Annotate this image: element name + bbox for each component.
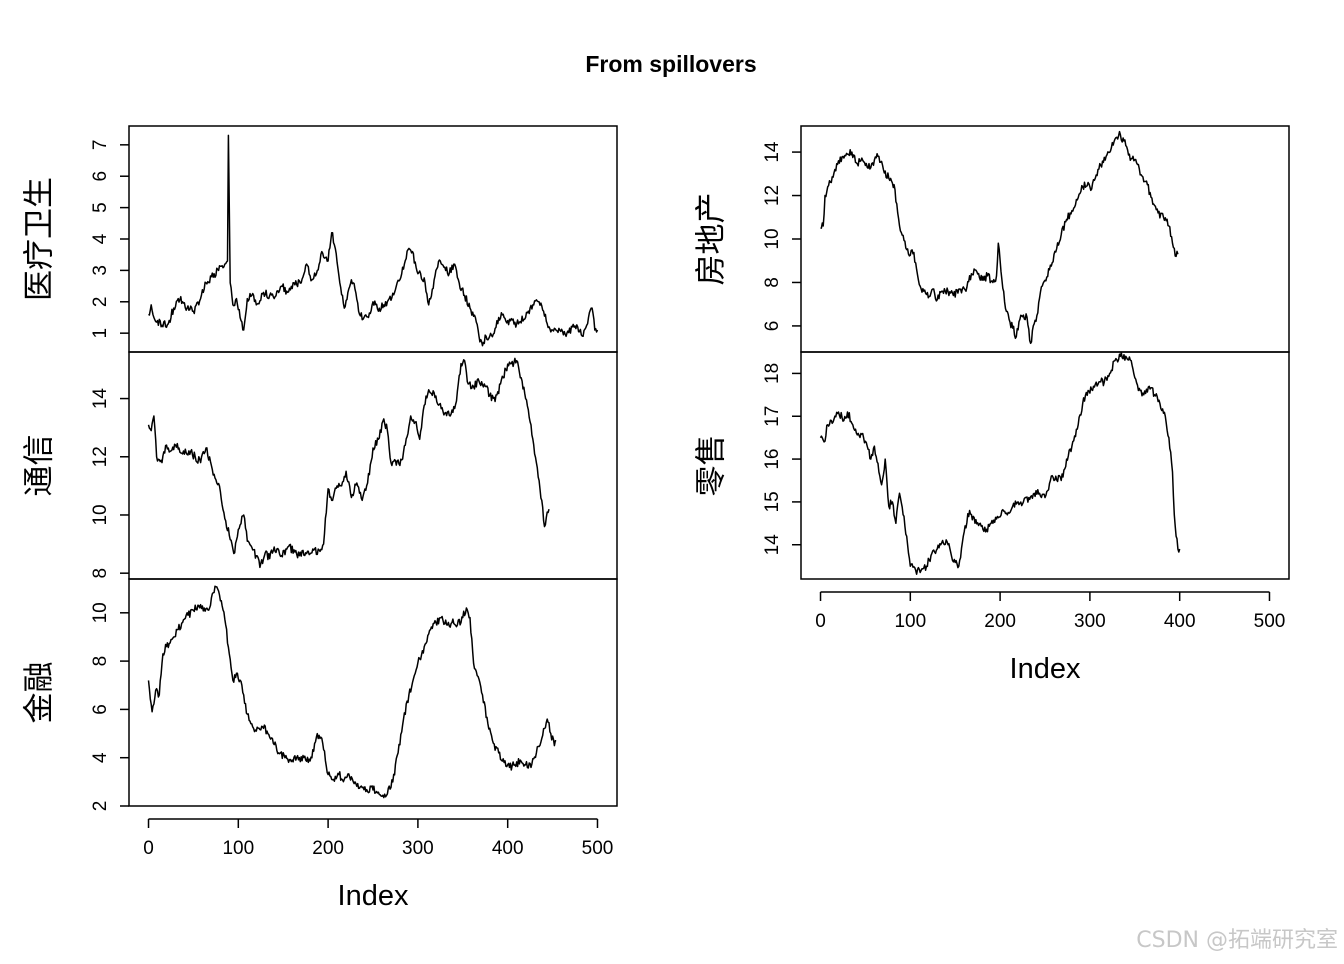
x-tick-label-5-1: 0 [815,611,826,632]
y-tick-label-5-2: 15 [762,491,783,512]
panel-frame-2 [128,351,618,580]
series-line-1 [148,134,599,347]
x-tick-label-5-6: 500 [1254,611,1286,632]
x-tick-label-3-1: 0 [143,838,154,859]
y-tick-label-4-5: 14 [762,141,783,163]
x-tick-label-3-4: 300 [402,838,434,859]
series-line-4 [820,130,1179,345]
y-tick-label-2-3: 12 [90,446,111,467]
main-title: From spillovers [585,51,756,77]
series-line-3 [147,585,557,799]
panel-label-3: 金融 [22,662,58,724]
y-tick-label-3-5: 10 [90,602,111,623]
x-tick-label-5-3: 200 [984,611,1016,632]
y-tick-label-4-1: 6 [762,321,783,332]
panel-label-5: 零售 [694,435,730,497]
series-line-5 [819,351,1181,575]
y-tick-label-4-2: 8 [762,277,783,288]
y-tick-label-5-4: 17 [762,406,783,427]
x-tick-label-3-5: 400 [492,838,524,859]
y-tick-label-1-6: 6 [90,171,111,182]
y-tick-label-1-1: 1 [90,328,111,339]
x-tick-label-5-4: 300 [1074,611,1106,632]
x-axis-label-3: Index [338,880,409,912]
y-tick-label-4-3: 10 [762,228,783,249]
y-tick-label-1-4: 4 [90,233,111,244]
watermark: CSDN @拓端研究室 [1136,928,1338,953]
y-tick-label-3-3: 6 [90,704,111,715]
panel-frame-1 [128,125,618,353]
y-tick-label-2-4: 14 [90,388,111,410]
x-tick-label-5-5: 400 [1164,611,1196,632]
x-tick-label-3-2: 100 [222,838,254,859]
series-line-2 [147,357,550,569]
panel-frame-5 [800,351,1290,580]
y-tick-label-1-7: 7 [90,140,111,151]
y-tick-label-1-5: 5 [90,202,111,213]
y-tick-label-4-4: 12 [762,185,783,206]
y-tick-label-2-2: 10 [90,504,111,525]
y-tick-label-1-3: 3 [90,265,111,276]
y-tick-label-5-1: 14 [762,534,783,556]
panel-frame-3 [128,578,618,807]
panel-label-1: 医疗卫生 [22,177,58,301]
y-tick-label-3-1: 2 [90,801,111,812]
y-tick-label-3-2: 4 [90,752,111,763]
y-tick-label-5-5: 18 [762,363,783,384]
y-tick-label-1-2: 2 [90,296,111,307]
panel-label-4: 房地产 [694,193,730,286]
x-tick-label-3-6: 500 [582,838,614,859]
x-axis-label-5: Index [1010,653,1081,685]
y-tick-label-5-3: 16 [762,449,783,470]
x-tick-label-5-2: 100 [894,611,926,632]
panel-label-2: 通信 [22,435,58,497]
x-tick-label-3-3: 200 [312,838,344,859]
y-tick-label-3-4: 8 [90,656,111,667]
y-tick-label-2-1: 8 [90,568,111,579]
